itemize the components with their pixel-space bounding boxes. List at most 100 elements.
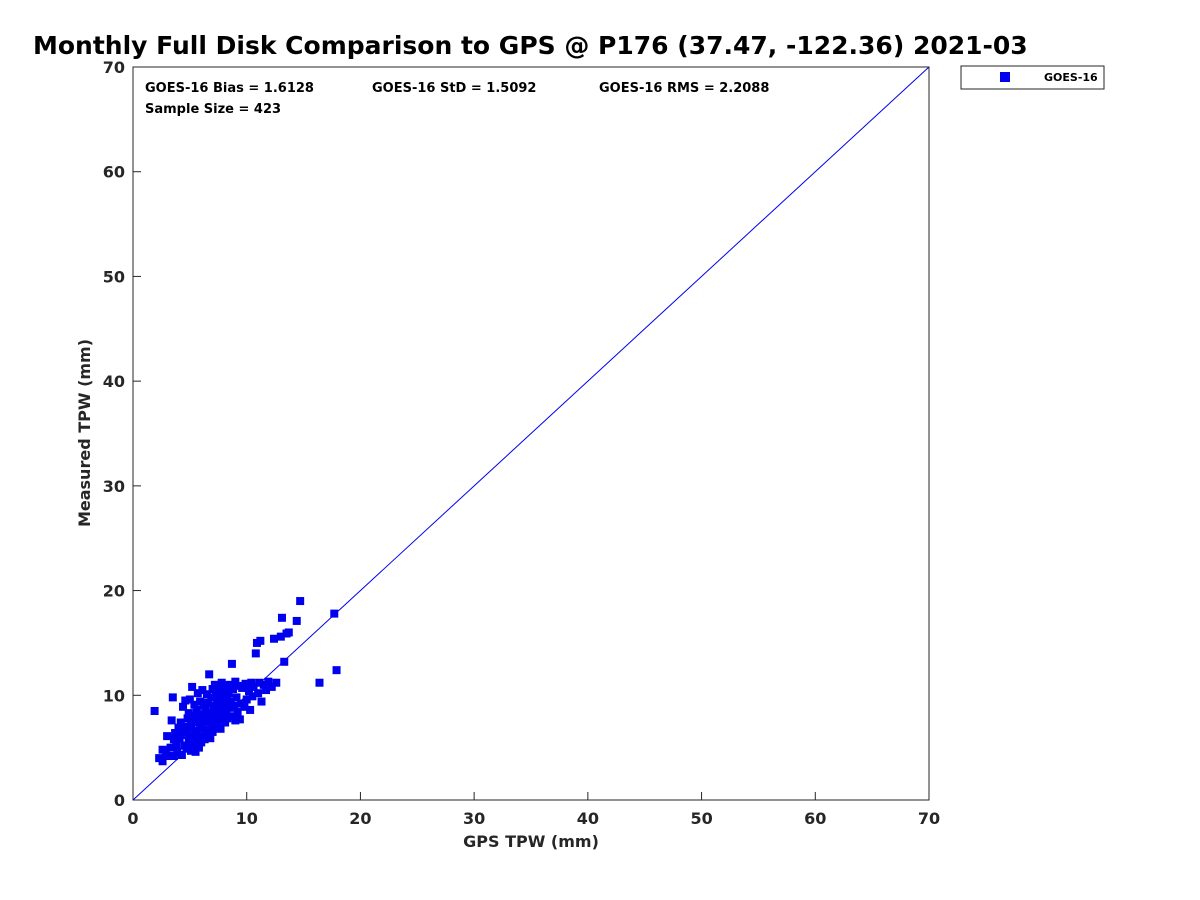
data-point: [242, 695, 251, 704]
data-point: [191, 718, 200, 727]
data-point: [202, 690, 211, 699]
x-tick-label: 70: [918, 809, 940, 828]
data-point: [240, 702, 249, 711]
data-point: [179, 702, 188, 711]
data-point: [235, 715, 244, 724]
x-tick-label: 40: [577, 809, 599, 828]
data-point: [232, 693, 241, 702]
data-point: [171, 728, 180, 737]
data-point: [229, 685, 238, 694]
data-point: [225, 703, 234, 712]
data-point: [241, 679, 250, 688]
data-point: [244, 687, 253, 696]
data-point: [221, 718, 230, 727]
data-point: [180, 722, 189, 731]
data-point: [185, 695, 194, 704]
data-point: [198, 686, 207, 695]
data-point: [207, 712, 216, 721]
y-axis-label: Measured TPW (mm): [75, 339, 94, 527]
x-tick-label: 30: [463, 809, 485, 828]
data-point: [276, 632, 285, 641]
sample-size-stat: Sample Size = 423: [145, 102, 281, 117]
data-point: [257, 697, 266, 706]
data-point: [332, 666, 341, 675]
data-point: [217, 678, 226, 687]
y-tick-label: 50: [103, 267, 125, 286]
bias-stat: GOES-16 Bias = 1.6128: [145, 81, 314, 96]
data-point: [209, 701, 218, 710]
data-point: [216, 724, 225, 733]
data-point: [194, 743, 203, 752]
legend-entry-label: GOES-16: [1044, 71, 1098, 84]
data-point: [168, 693, 177, 702]
data-point: [230, 701, 239, 710]
data-point: [292, 616, 301, 625]
data-point: [267, 682, 276, 691]
data-point: [256, 636, 265, 645]
data-point: [165, 752, 174, 761]
data-point: [202, 717, 211, 726]
legend-marker-square-icon: [1000, 72, 1010, 82]
data-point: [227, 659, 236, 668]
data-point: [218, 694, 227, 703]
data-point: [209, 716, 218, 725]
y-tick-label: 20: [103, 582, 125, 601]
data-point: [166, 743, 175, 752]
data-point: [184, 709, 193, 718]
data-point: [191, 747, 200, 756]
data-point: [167, 716, 176, 725]
data-point: [224, 689, 233, 698]
x-tick-label: 60: [804, 809, 826, 828]
data-point: [208, 727, 217, 736]
data-point: [158, 745, 167, 754]
data-point: [198, 719, 207, 728]
data-point: [158, 757, 167, 766]
data-point: [201, 704, 210, 713]
data-point: [248, 692, 257, 701]
data-point: [206, 722, 215, 731]
legend-box: [960, 65, 1105, 90]
data-point: [254, 689, 263, 698]
x-tick-label: 0: [127, 809, 138, 828]
data-point: [177, 731, 186, 740]
data-point: [196, 723, 205, 732]
x-axis: 0 10 20 30 40 50 60 70: [127, 792, 940, 828]
data-point: [192, 735, 201, 744]
y-tick-label: 70: [103, 58, 125, 77]
data-point: [223, 714, 232, 723]
data-point: [186, 721, 195, 730]
data-point: [214, 711, 223, 720]
data-point: [259, 680, 268, 689]
data-point: [264, 677, 273, 686]
y-tick-label: 30: [103, 477, 125, 496]
data-point: [249, 682, 258, 691]
data-point: [201, 726, 210, 735]
data-point: [176, 718, 185, 727]
data-points: [150, 597, 341, 766]
rms-stat: GOES-16 RMS = 2.2088: [599, 81, 769, 96]
data-point: [183, 714, 192, 723]
data-point: [182, 744, 191, 753]
data-point: [188, 682, 197, 691]
data-point: [270, 634, 279, 643]
data-point: [193, 730, 202, 739]
data-point: [284, 628, 293, 637]
data-point: [226, 697, 235, 706]
data-point: [315, 678, 324, 687]
data-point: [196, 697, 205, 706]
data-point: [231, 677, 240, 686]
data-point: [189, 739, 198, 748]
data-point: [163, 732, 172, 741]
data-point: [247, 678, 256, 687]
data-point: [204, 698, 213, 707]
data-point: [207, 693, 216, 702]
data-point: [206, 734, 215, 743]
data-point: [222, 710, 231, 719]
data-point: [262, 686, 271, 695]
data-point: [150, 706, 159, 715]
data-point: [169, 735, 178, 744]
data-point: [208, 685, 217, 694]
data-point: [181, 696, 190, 705]
y-tick-label: 60: [103, 163, 125, 182]
